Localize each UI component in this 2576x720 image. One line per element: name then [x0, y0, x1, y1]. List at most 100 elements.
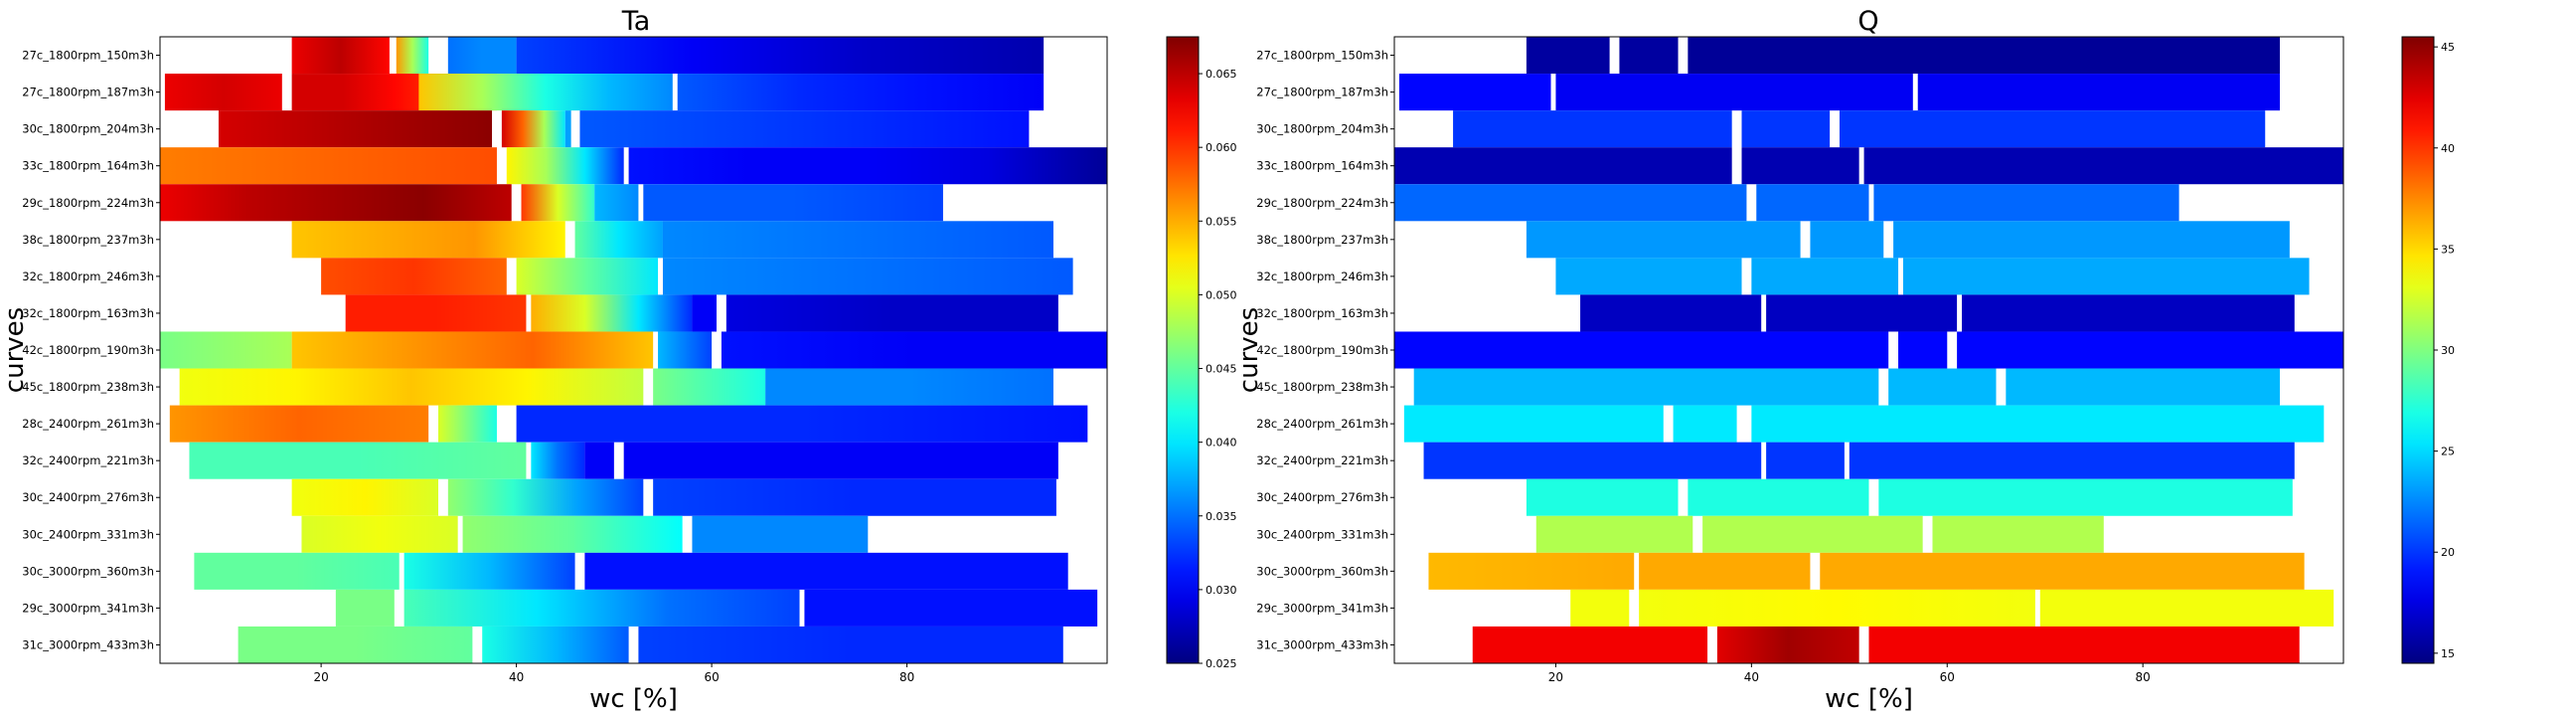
heatmap-cell	[1688, 37, 2280, 75]
heatmap-cell	[506, 147, 624, 185]
y-tick-label: 30c_2400rpm_331m3h	[22, 527, 154, 541]
x-tick-label: 20	[313, 670, 328, 684]
heatmap-cell	[1902, 258, 2310, 295]
heatmap-cell	[1555, 74, 1913, 111]
colorbar-tick-label: 0.065	[1206, 68, 1237, 81]
y-tick-label: 30c_2400rpm_276m3h	[1256, 490, 1388, 504]
heatmap-cell	[291, 331, 654, 369]
y-tick-label: 32c_1800rpm_163m3h	[22, 306, 154, 320]
heatmap-cell	[1535, 515, 1693, 553]
y-tick-label: 29c_3000rpm_341m3h	[22, 601, 154, 615]
heatmap-cell	[447, 37, 517, 75]
heatmap-cell	[1526, 37, 1610, 75]
heatmap-cell	[345, 294, 527, 332]
colorbar-tick-label: 30	[2441, 344, 2455, 357]
colorbar-tick-label: 0.040	[1206, 437, 1237, 450]
x-tick-label: 40	[509, 670, 524, 684]
heatmap-cell	[574, 221, 663, 259]
y-tick-label: 30c_2400rpm_331m3h	[1256, 527, 1388, 541]
heatmap-cell	[653, 368, 766, 406]
ta-heatmap-panel: Ta 27c_1800rpm_150m3h 27c_1800rpm_187m3h 30…	[0, 6, 1237, 714]
y-tick-label: 27c_1800rpm_187m3h	[1256, 86, 1388, 99]
y-tick-label: 32c_1800rpm_246m3h	[22, 270, 154, 283]
heatmap-cell	[1898, 331, 1948, 369]
y-axis-label: curves	[1234, 307, 1264, 393]
heatmap-cell	[160, 331, 292, 369]
heatmap-cell	[1472, 626, 1708, 663]
y-tick-label: 29c_1800rpm_224m3h	[1256, 196, 1388, 210]
y-tick-label: 28c_2400rpm_261m3h	[22, 417, 154, 431]
heatmap-cell	[1716, 626, 1859, 663]
y-tick-label: 27c_1800rpm_187m3h	[22, 86, 154, 99]
y-tick-label: 38c_1800rpm_237m3h	[1256, 233, 1388, 247]
heatmap-cell	[579, 110, 1030, 148]
y-tick-label: 29c_1800rpm_224m3h	[22, 196, 154, 210]
heatmap-cell	[1741, 147, 1859, 185]
heatmap-cell	[1423, 442, 1762, 479]
heatmap-cell	[1453, 110, 1732, 148]
heatmap-cell	[218, 110, 493, 148]
heatmap-cell	[1580, 294, 1762, 332]
chart-title: Ta	[621, 6, 651, 37]
heatmap-cell	[638, 626, 1063, 663]
colorbar	[1166, 36, 1200, 664]
heatmap-cell	[1820, 552, 2305, 590]
heatmap-cell	[584, 442, 614, 479]
colorbar	[2401, 36, 2435, 664]
heatmap-cell	[1673, 405, 1737, 443]
y-tick-label: 38c_1800rpm_237m3h	[22, 233, 154, 247]
q-heatmap-panel: Q27c_1800rpm_150m3h27c_1800rpm_187m3h30c…	[1234, 6, 2455, 714]
x-tick-label: 20	[1548, 670, 1563, 684]
heatmap-cell	[1403, 405, 1664, 443]
y-tick-label: 42c_1800rpm_190m3h	[1256, 343, 1388, 357]
heatmap-cell	[403, 552, 575, 590]
colorbar-tick-label: 0.030	[1206, 584, 1237, 597]
heatmap-cell	[1962, 294, 2295, 332]
heatmap-cell	[1688, 478, 1869, 516]
heatmap-cell	[501, 110, 565, 148]
heatmap-cell	[1878, 478, 2293, 516]
colorbar-tick-label: 20	[2441, 546, 2455, 559]
heatmap-cell	[725, 294, 1058, 332]
y-tick-label: 32c_1800rpm_246m3h	[1256, 270, 1388, 283]
heatmap-cell	[1810, 221, 1884, 259]
heatmap-cell	[1917, 74, 2281, 111]
heatmap-cell	[160, 147, 497, 185]
heatmap-cell	[1868, 626, 2300, 663]
y-tick-label: 27c_1800rpm_150m3h	[22, 49, 154, 63]
colorbar-tick-label: 0.060	[1206, 141, 1237, 154]
heatmap-cell	[662, 221, 1053, 259]
y-tick-label: 31c_3000rpm_433m3h	[22, 637, 154, 651]
heatmap-cell	[1619, 37, 1679, 75]
heatmap-cell	[179, 368, 644, 406]
heatmap-cell	[1394, 147, 1732, 185]
heatmap-cell	[462, 515, 683, 553]
heatmap-cell	[1888, 368, 1997, 406]
heatmap-cell	[438, 405, 497, 443]
colorbar-tick-label: 0.050	[1206, 288, 1237, 301]
heatmap-cell	[1741, 110, 1831, 148]
heatmap-cell	[301, 515, 458, 553]
y-tick-label: 30c_3000rpm_360m3h	[1256, 564, 1388, 578]
heatmap-cell	[1428, 552, 1635, 590]
heatmap-cell	[1863, 147, 2343, 185]
y-tick-label: 30c_2400rpm_276m3h	[22, 490, 154, 504]
heatmap-cell	[623, 442, 1058, 479]
chart-title: Q	[1857, 6, 1878, 37]
heatmap-cell	[594, 184, 639, 222]
heatmap-cell	[1766, 442, 1845, 479]
heatmap-cell	[1570, 589, 1630, 627]
y-tick-label: 32c_1800rpm_163m3h	[1256, 306, 1388, 320]
heatmap-cell	[447, 478, 644, 516]
heatmap-cell	[1751, 405, 2325, 443]
heatmap-cell	[2039, 589, 2334, 627]
y-tick-label: 29c_3000rpm_341m3h	[1256, 601, 1388, 615]
heatmap-cell	[1957, 331, 2343, 369]
heatmap-cell	[516, 37, 1045, 75]
colorbar-tick-label: 0.025	[1206, 657, 1237, 670]
heatmap-cell	[692, 294, 718, 332]
heatmap-cell	[516, 258, 659, 295]
colorbar-tick-label: 35	[2441, 243, 2455, 256]
y-tick-label: 31c_3000rpm_433m3h	[1256, 637, 1388, 651]
y-tick-label: 30c_3000rpm_360m3h	[22, 564, 154, 578]
